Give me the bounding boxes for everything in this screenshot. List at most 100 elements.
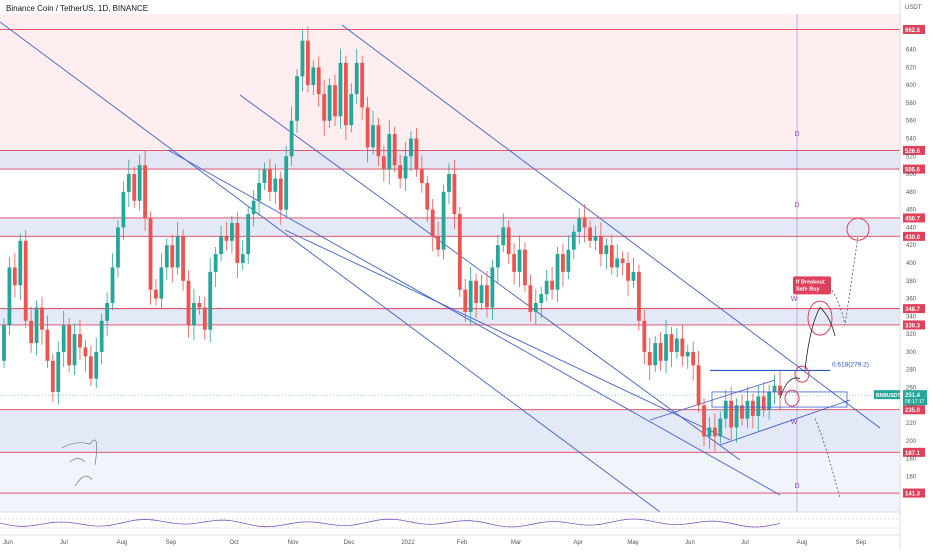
- candle-body: [88, 356, 93, 379]
- candle-body: [620, 258, 625, 263]
- y-tick-label: 620: [906, 65, 917, 71]
- candle-body: [137, 165, 142, 201]
- y-tick-label: 180: [906, 457, 917, 463]
- candle-body: [447, 174, 451, 192]
- candle-body: [327, 85, 332, 121]
- candle-body: [485, 285, 489, 308]
- x-tick-label: Jun: [685, 540, 695, 546]
- osc-line: [0, 518, 781, 528]
- candle-body: [599, 236, 603, 255]
- y-tick-label: 160: [906, 474, 917, 480]
- candle-body: [360, 62, 365, 108]
- trend-line: [649, 379, 776, 421]
- candle-body: [23, 240, 28, 321]
- candle-body: [278, 178, 283, 210]
- level-label: 526.6: [905, 149, 921, 155]
- candle-body: [674, 338, 679, 352]
- candle-body: [322, 94, 327, 121]
- chart-title: Binance Coin / TetherUS, 1D, BINANCE: [6, 4, 148, 13]
- candle-body: [289, 120, 294, 157]
- zone-235: [0, 409, 900, 453]
- x-tick-label: Apr: [573, 540, 582, 546]
- candle-body: [604, 245, 609, 255]
- candle-body: [12, 267, 17, 286]
- candle-body: [501, 227, 506, 246]
- candle-body: [18, 240, 23, 286]
- candle-body: [251, 200, 256, 215]
- candle-body: [778, 385, 782, 396]
- x-tick-label: Dec: [344, 540, 355, 546]
- candle-body: [40, 307, 44, 330]
- level-label-bg: [903, 145, 925, 155]
- candle-body: [512, 254, 516, 272]
- candle-body: [593, 236, 598, 241]
- timeframe-mark: D: [794, 202, 799, 209]
- candle-body: [457, 214, 462, 290]
- x-tick-label: Aug: [117, 540, 128, 546]
- candle-body: [495, 245, 500, 268]
- candle-body: [479, 285, 484, 304]
- x-tick-label: Sep: [166, 540, 177, 546]
- candle-body: [262, 169, 267, 183]
- candle-body: [626, 263, 630, 281]
- candle-body: [555, 254, 560, 290]
- levels-layer: [0, 29, 900, 494]
- candle-body: [192, 303, 196, 326]
- candle-body: [164, 245, 169, 268]
- candle-body: [680, 338, 685, 357]
- circle-mark: [794, 365, 810, 383]
- candle-body: [430, 209, 435, 237]
- candle-body: [354, 62, 359, 95]
- candle-body: [257, 182, 261, 201]
- level-label-bg: [903, 164, 925, 174]
- x-tick-label: Sep: [856, 540, 867, 546]
- y-tick-label: 640: [906, 48, 917, 54]
- candle-body: [609, 245, 614, 268]
- x-tick-label: Feb: [457, 540, 468, 546]
- candle-body: [371, 125, 375, 148]
- candle-body: [528, 285, 533, 312]
- candle-body: [7, 267, 12, 326]
- candle-body: [56, 351, 61, 392]
- signature-mark: [61, 439, 97, 487]
- x-tick-label: May: [627, 540, 638, 546]
- candle-body: [745, 400, 750, 419]
- candle-body: [311, 67, 316, 86]
- candle-body: [316, 67, 321, 95]
- candle-body: [333, 85, 337, 117]
- trend-line: [719, 399, 851, 446]
- candle-body: [772, 385, 777, 392]
- candle-body: [181, 236, 185, 281]
- candle-body: [94, 351, 99, 379]
- y-tick-label: 580: [906, 101, 917, 107]
- candle-body: [50, 360, 55, 392]
- candle-body: [566, 249, 571, 272]
- candle-body: [506, 227, 511, 255]
- candle-body: [441, 191, 446, 250]
- y-tick-label: 240: [906, 403, 917, 409]
- y-tick-label: 300: [906, 350, 917, 356]
- candle-body: [300, 40, 305, 77]
- level-label-bg: [903, 304, 925, 314]
- timeframe-mark: D: [794, 131, 799, 138]
- y-tick-label: 400: [906, 261, 917, 267]
- trend-line: [0, 21, 661, 513]
- path-up: [779, 377, 801, 399]
- candle-body: [105, 303, 110, 321]
- candle-body: [533, 303, 538, 312]
- candle-body: [116, 227, 120, 268]
- circle-mark: [784, 389, 800, 407]
- candle-body: [653, 343, 658, 366]
- y-tick-label: 420: [906, 243, 917, 249]
- candle-body: [729, 400, 734, 428]
- candle-body: [29, 320, 34, 344]
- trend-line: [167, 149, 781, 496]
- y-tick-label: 460: [906, 208, 917, 214]
- candle-body: [647, 351, 652, 366]
- y-tick-label: 320: [906, 332, 917, 338]
- candle-body: [268, 169, 272, 192]
- y-tick-label: 200: [906, 439, 917, 445]
- candle-body: [669, 334, 674, 352]
